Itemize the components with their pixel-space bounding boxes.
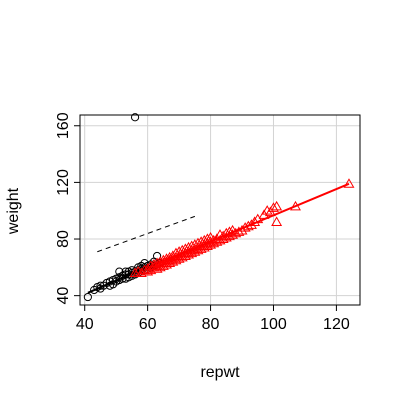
data-point	[83, 292, 92, 302]
data-point	[132, 265, 144, 276]
data-point	[271, 200, 283, 211]
data-point	[249, 216, 261, 226]
grid-lines	[80, 115, 360, 305]
x-tick-label: 80	[202, 316, 220, 333]
data-point	[129, 267, 141, 277]
x-axis-title: repwt	[200, 364, 240, 381]
y-tick-label: 120	[55, 169, 72, 196]
x-tick-label: 60	[139, 316, 157, 333]
plot-frame	[79, 114, 361, 306]
x-tick-label: 120	[323, 316, 350, 333]
y-tick-label: 160	[55, 112, 72, 139]
x-tick-label: 100	[260, 316, 287, 333]
data-points	[83, 113, 355, 302]
data-point	[152, 251, 162, 261]
axes: 40 60 80 100 120 40 80 120 160	[55, 112, 350, 333]
y-tick-label: 80	[55, 230, 72, 248]
x-tick-label: 40	[76, 316, 94, 333]
data-point	[290, 200, 301, 211]
data-point	[208, 234, 220, 245]
reference-line	[97, 215, 196, 253]
y-axis-title: weight	[5, 187, 22, 235]
data-point	[245, 219, 257, 229]
data-point	[271, 216, 283, 226]
data-point	[268, 202, 279, 212]
data-point	[130, 113, 140, 122]
data-point	[343, 178, 355, 188]
data-point	[214, 229, 226, 239]
y-tick-label: 40	[55, 287, 72, 305]
